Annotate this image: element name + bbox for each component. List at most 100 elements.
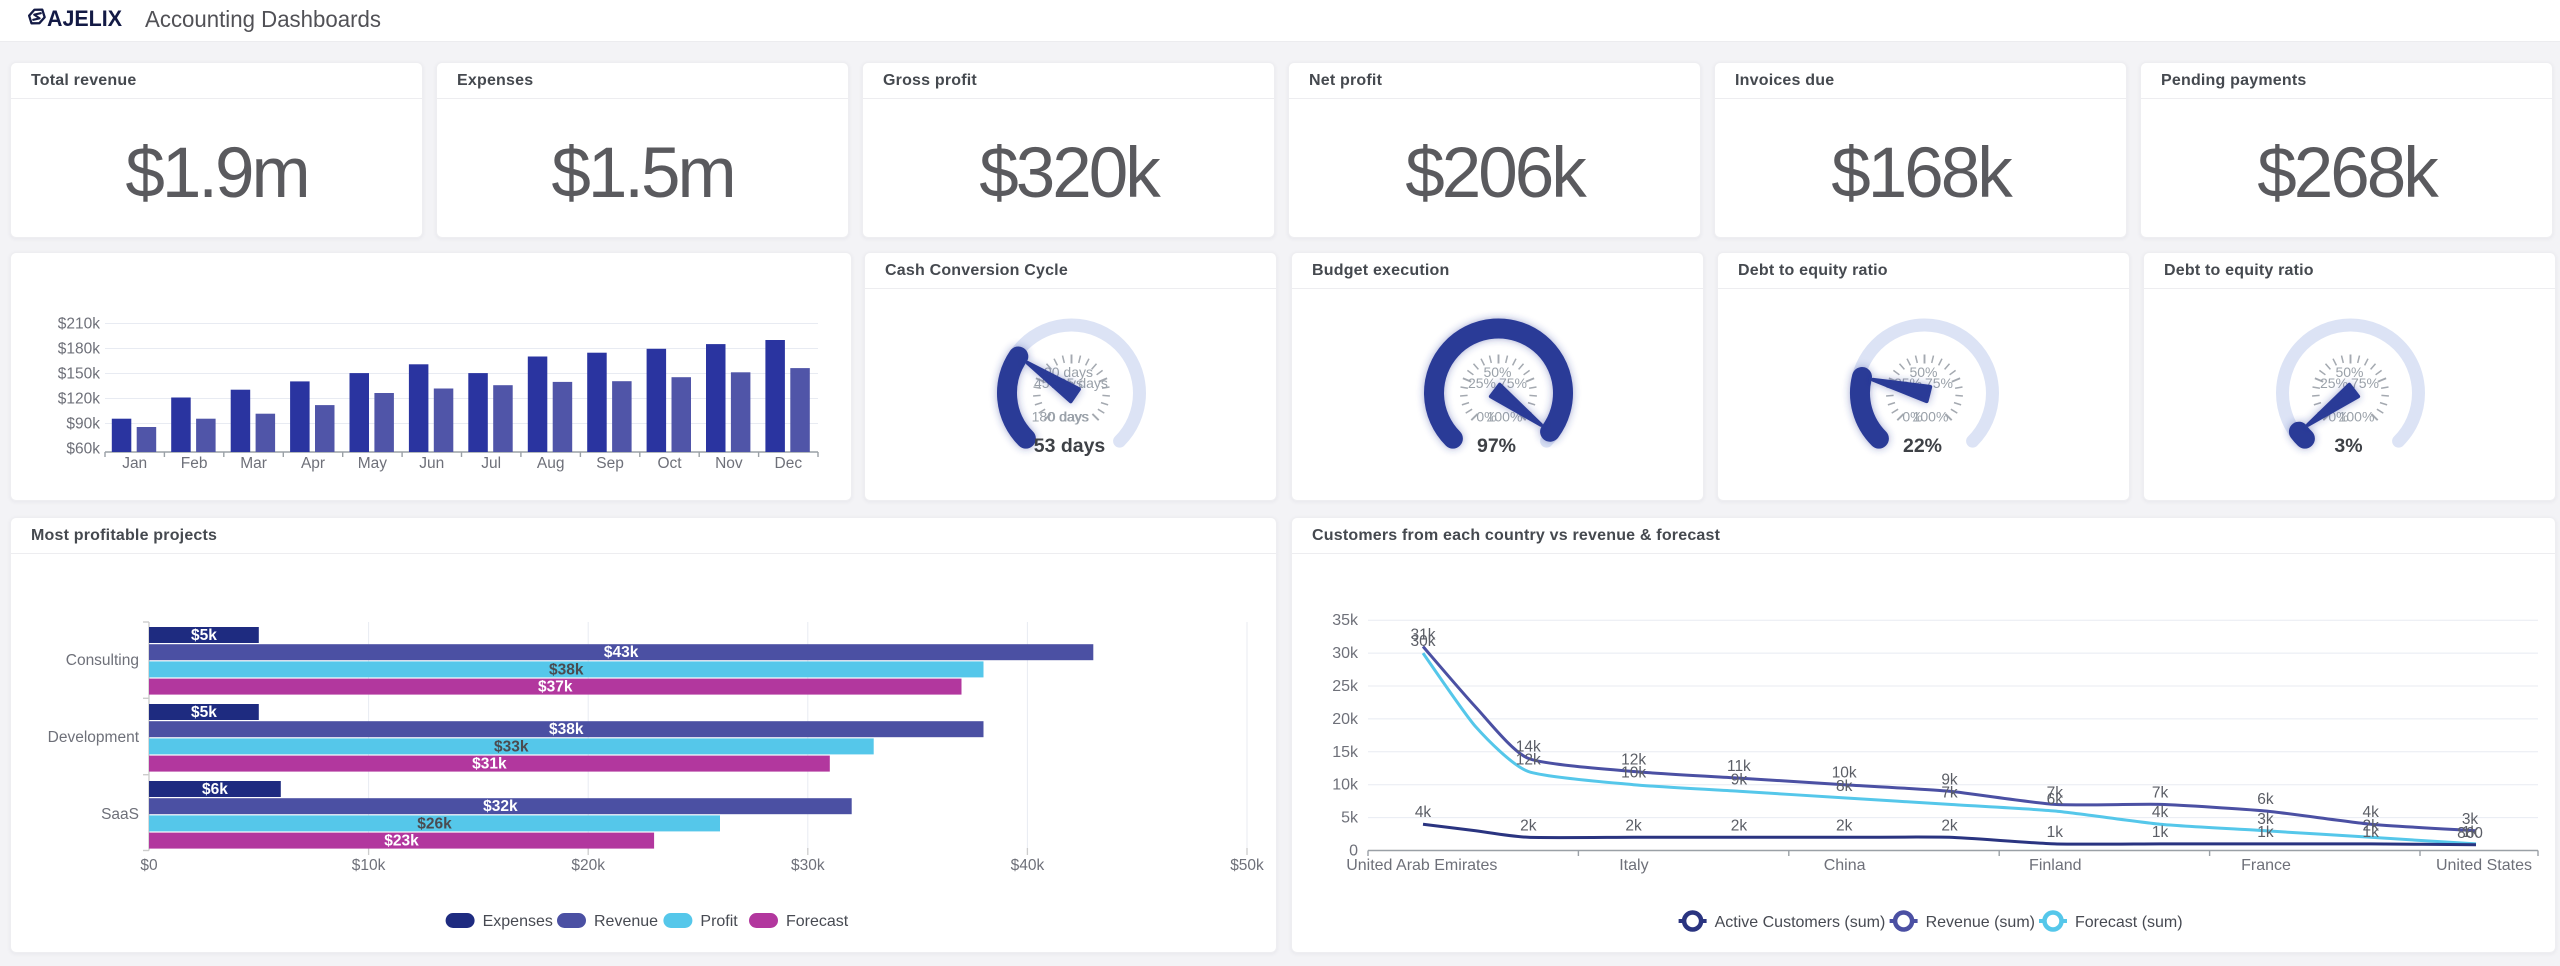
svg-text:AJELIX: AJELIX (47, 6, 122, 31)
svg-text:May: May (358, 455, 388, 472)
svg-text:1k: 1k (2363, 824, 2380, 841)
svg-text:$43k: $43k (604, 644, 639, 661)
svg-text:10k: 10k (1621, 765, 1646, 782)
svg-text:20k: 20k (1332, 711, 1359, 728)
svg-text:8k: 8k (1836, 778, 1853, 795)
svg-text:$26k: $26k (417, 815, 452, 832)
svg-text:Forecast (sum): Forecast (sum) (2075, 914, 2183, 931)
svg-text:100%: 100% (2339, 408, 2375, 424)
svg-text:$150k: $150k (58, 366, 100, 383)
svg-text:100%: 100% (1487, 408, 1523, 424)
svg-text:10k: 10k (1832, 765, 1857, 782)
svg-text:United States: United States (2436, 857, 2532, 874)
svg-text:$90k: $90k (66, 416, 100, 433)
svg-text:50%: 50% (1909, 364, 1937, 380)
svg-text:75%: 75% (2351, 375, 2379, 391)
svg-text:$180k: $180k (58, 341, 100, 358)
svg-text:$37k: $37k (538, 679, 573, 696)
svg-text:Mar: Mar (240, 455, 267, 472)
svg-text:United Arab Emirates: United Arab Emirates (1346, 857, 1497, 874)
svg-text:97%: 97% (1477, 435, 1516, 457)
svg-text:$5k: $5k (191, 704, 217, 721)
svg-text:2k: 2k (1625, 817, 1642, 834)
svg-text:$210k: $210k (58, 316, 100, 333)
svg-text:53 days: 53 days (1034, 435, 1106, 457)
svg-text:1k: 1k (2462, 824, 2479, 841)
svg-text:$30k: $30k (791, 857, 825, 874)
svg-text:Aug: Aug (537, 455, 565, 472)
svg-text:10k: 10k (1332, 777, 1359, 794)
svg-text:$32k: $32k (483, 798, 518, 815)
svg-text:Jun: Jun (419, 455, 444, 472)
svg-text:Revenue (sum): Revenue (sum) (1926, 914, 2035, 931)
svg-text:$20k: $20k (571, 857, 605, 874)
svg-text:6k: 6k (2047, 791, 2064, 808)
svg-text:100%: 100% (1913, 408, 1949, 424)
svg-text:$31k: $31k (472, 756, 507, 773)
svg-text:3k: 3k (2257, 811, 2274, 828)
svg-text:$120k: $120k (58, 391, 100, 408)
svg-text:Apr: Apr (301, 455, 325, 472)
svg-text:Revenue: Revenue (594, 913, 658, 930)
svg-text:4k: 4k (2152, 804, 2169, 821)
svg-text:25%: 25% (2320, 375, 2348, 391)
svg-text:50%: 50% (1483, 364, 1511, 380)
svg-text:Sep: Sep (596, 455, 624, 472)
svg-text:11k: 11k (1727, 758, 1751, 775)
svg-text:France: France (2241, 857, 2291, 874)
svg-text:2k: 2k (1941, 817, 1958, 834)
svg-text:$38k: $38k (549, 661, 584, 678)
svg-text:75%: 75% (1499, 375, 1527, 391)
svg-text:$10k: $10k (352, 857, 386, 874)
svg-text:3k: 3k (2462, 811, 2479, 828)
svg-text:Feb: Feb (181, 455, 208, 472)
svg-text:2k: 2k (1836, 817, 1853, 834)
svg-text:9k: 9k (1941, 771, 1958, 788)
svg-text:12k: 12k (1516, 752, 1541, 769)
svg-text:1k: 1k (2152, 824, 2169, 841)
svg-text:30k: 30k (1411, 633, 1436, 650)
svg-text:2k: 2k (1520, 817, 1537, 834)
svg-text:35k: 35k (1332, 612, 1359, 629)
svg-text:$23k: $23k (384, 833, 419, 850)
svg-text:Jul: Jul (481, 455, 501, 472)
svg-text:Forecast: Forecast (786, 913, 849, 930)
svg-text:$5k: $5k (191, 627, 217, 644)
svg-text:0: 0 (1349, 843, 1358, 860)
svg-text:Expenses: Expenses (483, 913, 553, 930)
svg-text:0%: 0% (1902, 408, 1922, 424)
svg-text:7k: 7k (1941, 784, 1958, 801)
svg-text:860: 860 (2457, 825, 2483, 842)
svg-text:Development: Development (48, 729, 140, 746)
svg-text:Dec: Dec (775, 455, 803, 472)
svg-text:6k: 6k (2257, 791, 2274, 808)
svg-text:0 days: 0 days (1048, 408, 1089, 424)
svg-text:30k: 30k (1332, 645, 1359, 662)
svg-text:Jan: Jan (122, 455, 147, 472)
svg-text:12k: 12k (1621, 752, 1646, 769)
svg-text:0%: 0% (1476, 408, 1496, 424)
svg-text:5k: 5k (1341, 810, 1359, 827)
svg-text:2k: 2k (2363, 817, 2380, 834)
svg-text:15k: 15k (1332, 744, 1359, 761)
svg-text:$60k: $60k (66, 441, 100, 458)
svg-text:$50k: $50k (1230, 857, 1264, 874)
svg-text:9k: 9k (1731, 771, 1748, 788)
svg-text:Oct: Oct (657, 455, 682, 472)
svg-text:7k: 7k (2047, 784, 2064, 801)
svg-text:SaaS: SaaS (101, 806, 139, 823)
svg-text:Nov: Nov (715, 455, 743, 472)
svg-text:22%: 22% (1903, 435, 1942, 457)
svg-text:1k: 1k (2257, 824, 2274, 841)
svg-text:$33k: $33k (494, 738, 529, 755)
svg-text:25k: 25k (1332, 678, 1359, 695)
svg-text:50%: 50% (2335, 364, 2363, 380)
svg-text:China: China (1824, 857, 1866, 874)
svg-text:14k: 14k (1516, 738, 1541, 755)
svg-text:31k: 31k (1411, 627, 1436, 644)
svg-text:Finland: Finland (2029, 857, 2081, 874)
svg-text:2k: 2k (1731, 817, 1748, 834)
svg-text:Accounting Dashboards: Accounting Dashboards (145, 6, 381, 32)
svg-text:4k: 4k (1415, 804, 1432, 821)
svg-text:Active Customers (sum): Active Customers (sum) (1715, 914, 1886, 931)
